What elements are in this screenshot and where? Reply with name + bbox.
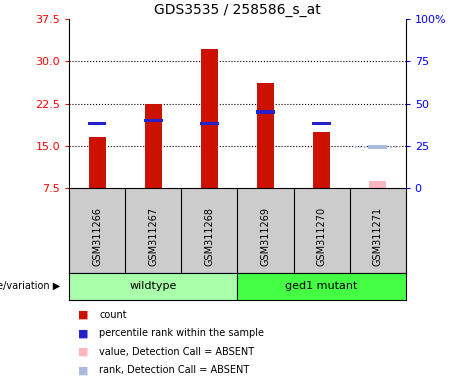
Bar <box>256 111 275 114</box>
Text: GSM311269: GSM311269 <box>260 207 271 266</box>
Text: value, Detection Call = ABSENT: value, Detection Call = ABSENT <box>99 347 254 357</box>
Text: ged1 mutant: ged1 mutant <box>285 281 358 291</box>
Text: count: count <box>99 310 127 320</box>
Text: GSM311268: GSM311268 <box>204 207 214 266</box>
Text: ■: ■ <box>78 328 89 338</box>
Bar <box>89 137 106 188</box>
Bar <box>313 132 330 188</box>
Bar <box>145 104 162 188</box>
Text: GSM311266: GSM311266 <box>92 207 102 266</box>
Text: GSM311271: GSM311271 <box>372 207 383 266</box>
Text: ■: ■ <box>78 365 89 375</box>
Text: percentile rank within the sample: percentile rank within the sample <box>99 328 264 338</box>
Bar <box>312 122 331 125</box>
Text: ■: ■ <box>78 347 89 357</box>
Bar <box>200 122 219 125</box>
Bar <box>369 181 386 188</box>
Text: GSM311267: GSM311267 <box>148 207 158 266</box>
Bar <box>201 49 218 188</box>
Bar <box>144 119 163 122</box>
Text: rank, Detection Call = ABSENT: rank, Detection Call = ABSENT <box>99 365 249 375</box>
Title: GDS3535 / 258586_s_at: GDS3535 / 258586_s_at <box>154 3 321 17</box>
Text: genotype/variation ▶: genotype/variation ▶ <box>0 281 60 291</box>
Bar <box>237 273 406 300</box>
Bar <box>69 273 237 300</box>
Bar <box>368 146 387 149</box>
Bar <box>257 83 274 188</box>
Text: GSM311270: GSM311270 <box>317 207 326 266</box>
Bar <box>88 122 106 125</box>
Text: wildtype: wildtype <box>130 281 177 291</box>
Text: ■: ■ <box>78 310 89 320</box>
